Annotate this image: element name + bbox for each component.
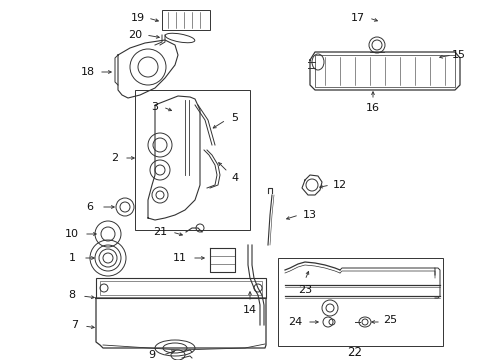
- Bar: [96, 278, 265, 298]
- Text: 15: 15: [451, 50, 465, 60]
- Text: 6: 6: [86, 202, 93, 212]
- Text: 20: 20: [128, 30, 142, 40]
- Text: 8: 8: [68, 290, 76, 300]
- Bar: [314, 55, 454, 87]
- Text: 17: 17: [350, 13, 365, 23]
- Text: 9: 9: [148, 350, 155, 360]
- Text: 14: 14: [243, 305, 257, 315]
- Text: 18: 18: [81, 67, 95, 77]
- Text: 23: 23: [297, 285, 311, 295]
- Text: 22: 22: [347, 346, 362, 359]
- Text: 13: 13: [303, 210, 316, 220]
- Text: 19: 19: [131, 13, 145, 23]
- Text: 24: 24: [287, 317, 302, 327]
- Text: 12: 12: [332, 180, 346, 190]
- Text: 1: 1: [68, 253, 75, 263]
- Text: 25: 25: [382, 315, 396, 325]
- Bar: [100, 281, 262, 295]
- Text: 11: 11: [173, 253, 186, 263]
- Text: 4: 4: [231, 173, 238, 183]
- Text: 16: 16: [365, 103, 379, 113]
- Text: 7: 7: [71, 320, 79, 330]
- Text: 3: 3: [151, 102, 158, 112]
- Text: 10: 10: [65, 229, 79, 239]
- Bar: [278, 258, 442, 346]
- Text: 5: 5: [231, 113, 238, 123]
- Text: 21: 21: [153, 227, 167, 237]
- Bar: [135, 90, 249, 230]
- Bar: [162, 10, 209, 30]
- Text: 2: 2: [111, 153, 118, 163]
